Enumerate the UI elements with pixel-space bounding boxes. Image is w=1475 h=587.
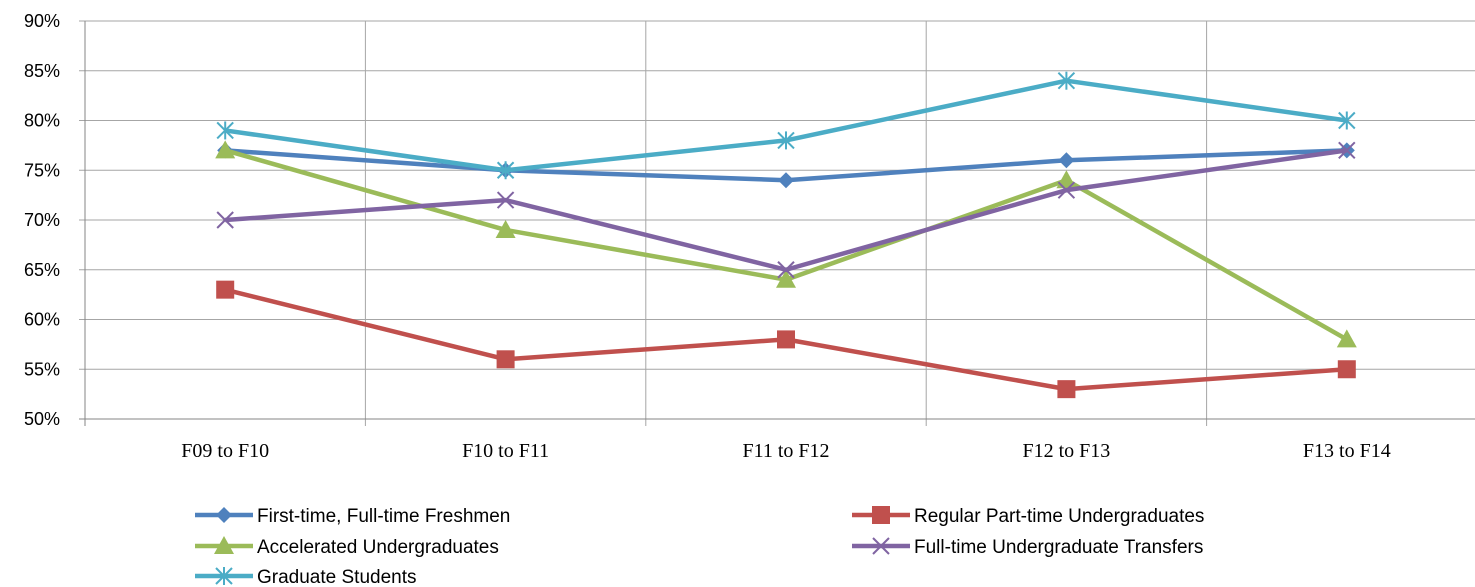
data-point-marker: [216, 280, 235, 299]
data-point-marker: [216, 211, 234, 229]
data-point-marker: [1338, 111, 1356, 130]
series-2: [215, 140, 1357, 348]
series-lines: [215, 71, 1357, 399]
series-4: [216, 71, 1356, 180]
y-tick-label: 85%: [24, 61, 60, 81]
x-tick-label: F10 to F11: [462, 440, 549, 462]
legend-label: Full-time Undergraduate Transfers: [914, 537, 1203, 558]
y-tick-label: 90%: [24, 11, 60, 31]
data-point-marker: [1057, 181, 1076, 199]
data-point-marker: [216, 121, 234, 140]
y-tick-label: 70%: [24, 210, 60, 230]
data-point-marker: [496, 191, 515, 209]
x-tick-label: F11 to F12: [742, 440, 829, 462]
data-point-marker: [872, 537, 890, 555]
x-tick-label: F13 to F14: [1303, 440, 1391, 462]
y-tick-label: 60%: [24, 310, 60, 330]
data-point-marker: [777, 261, 795, 279]
legend-item-4[interactable]: Graduate Students: [195, 567, 417, 587]
data-point-marker: [495, 219, 516, 238]
data-point-marker: [1338, 141, 1356, 160]
y-tick-label: 55%: [24, 359, 60, 379]
legend-label: Graduate Students: [257, 567, 417, 587]
data-point-marker: [216, 507, 232, 523]
legend-label: First-time, Full-time Freshmen: [257, 506, 510, 527]
data-point-marker: [1336, 329, 1357, 348]
y-axis-tick-labels: 50% 55% 60% 65% 70% 75% 80% 85% 90%: [24, 11, 60, 429]
legend-item-3[interactable]: Full-time Undergraduate Transfers: [852, 537, 1203, 558]
series-1: [216, 280, 1356, 399]
y-tick-label: 50%: [24, 409, 60, 429]
data-point-marker: [777, 131, 795, 150]
data-point-marker: [776, 269, 796, 288]
data-point-marker: [1057, 71, 1076, 90]
series-3: [216, 141, 1356, 279]
data-point-marker: [214, 536, 234, 554]
data-point-marker: [496, 161, 515, 180]
data-point-marker: [1057, 380, 1076, 399]
y-tick-label: 65%: [24, 260, 60, 280]
x-tick-label: F09 to F10: [181, 440, 269, 462]
data-point-marker: [1056, 170, 1077, 189]
legend-item-1[interactable]: Regular Part-time Undergraduates: [852, 506, 1204, 527]
legend-label: Regular Part-time Undergraduates: [914, 506, 1204, 527]
y-tick-label: 80%: [24, 111, 60, 131]
series-line: [225, 148, 1348, 272]
legend-item-0[interactable]: First-time, Full-time Freshmen: [195, 506, 510, 527]
data-point-marker: [1058, 152, 1075, 169]
axes: [79, 21, 1475, 426]
y-tick-label: 75%: [24, 160, 60, 180]
marker-stroke: [1057, 181, 1076, 199]
marker-stroke: [216, 211, 234, 229]
marker-stroke: [496, 191, 515, 209]
data-point-marker: [496, 350, 515, 369]
gridlines: [79, 20, 1475, 426]
data-point-marker: [778, 172, 794, 189]
legend-label: Accelerated Undergraduates: [257, 537, 499, 558]
x-tick-label: F12 to F13: [1022, 440, 1110, 462]
legend-item-2[interactable]: Accelerated Undergraduates: [195, 536, 499, 558]
data-point-marker: [1337, 360, 1356, 379]
x-axis-tick-labels: F09 to F10 F10 to F11 F11 to F12 F12 to F13…: [181, 440, 1390, 462]
marker-stroke: [1338, 141, 1356, 160]
data-point-marker: [872, 506, 890, 524]
marker-stroke: [777, 261, 795, 279]
data-point-marker: [215, 567, 233, 585]
marker-stroke: [872, 537, 890, 555]
legend[interactable]: First-time, Full-time Freshmen Regular Pa…: [195, 506, 1204, 587]
data-point-marker: [777, 330, 795, 349]
data-point-marker: [215, 140, 236, 159]
